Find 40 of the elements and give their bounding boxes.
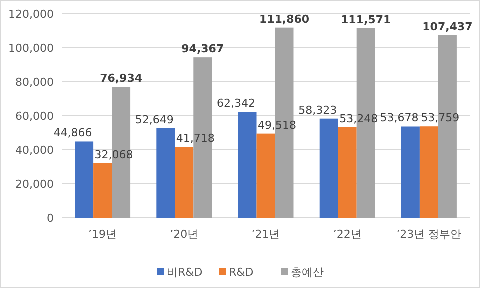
data-label: 111,860 <box>259 12 310 26</box>
legend-label: 총예산 <box>291 266 324 279</box>
data-label: 32,068 <box>94 148 134 162</box>
y-tick-label: 60,000 <box>16 110 54 123</box>
data-label: 53,248 <box>340 112 378 126</box>
y-tick-label: 0 <box>47 212 54 225</box>
data-label: 44,866 <box>54 126 92 140</box>
data-label: 53,759 <box>421 112 460 125</box>
bar <box>420 126 438 218</box>
y-tick-label: 100,000 <box>8 42 54 55</box>
data-label: 53,678 <box>380 112 419 125</box>
y-tick-label: 20,000 <box>16 178 54 191</box>
x-tick-label: ’21년 <box>252 228 280 241</box>
data-label: 52,649 <box>135 113 174 126</box>
data-label: 49,518 <box>258 118 296 132</box>
bar <box>338 127 357 218</box>
data-label: 111,571 <box>341 13 392 26</box>
bar <box>156 128 176 218</box>
x-tick-label: ’19년 <box>88 228 118 241</box>
y-tick-label: 80,000 <box>16 76 54 89</box>
x-tick-label: ’22년 <box>333 228 362 241</box>
bar <box>175 147 194 218</box>
bar <box>320 118 338 218</box>
data-label: 94,367 <box>182 42 224 56</box>
data-label: 62,342 <box>217 97 256 110</box>
bar <box>256 134 276 218</box>
bar <box>94 163 112 218</box>
legend-label: R&D <box>229 266 254 279</box>
data-label: 107,437 <box>422 20 473 34</box>
legend-label: 비R&D <box>167 266 203 279</box>
data-label: 76,934 <box>100 72 143 86</box>
data-label: 58,323 <box>298 104 338 117</box>
x-tick-label: ’23년 정부안 <box>396 228 462 241</box>
x-tick-label: ’20년 <box>170 228 199 241</box>
bar <box>75 142 94 218</box>
bar <box>238 112 257 218</box>
data-label: 41,718 <box>176 132 215 146</box>
bar <box>401 126 420 218</box>
y-tick-label: 120,000 <box>8 8 54 21</box>
y-tick-label: 40,000 <box>16 144 54 157</box>
